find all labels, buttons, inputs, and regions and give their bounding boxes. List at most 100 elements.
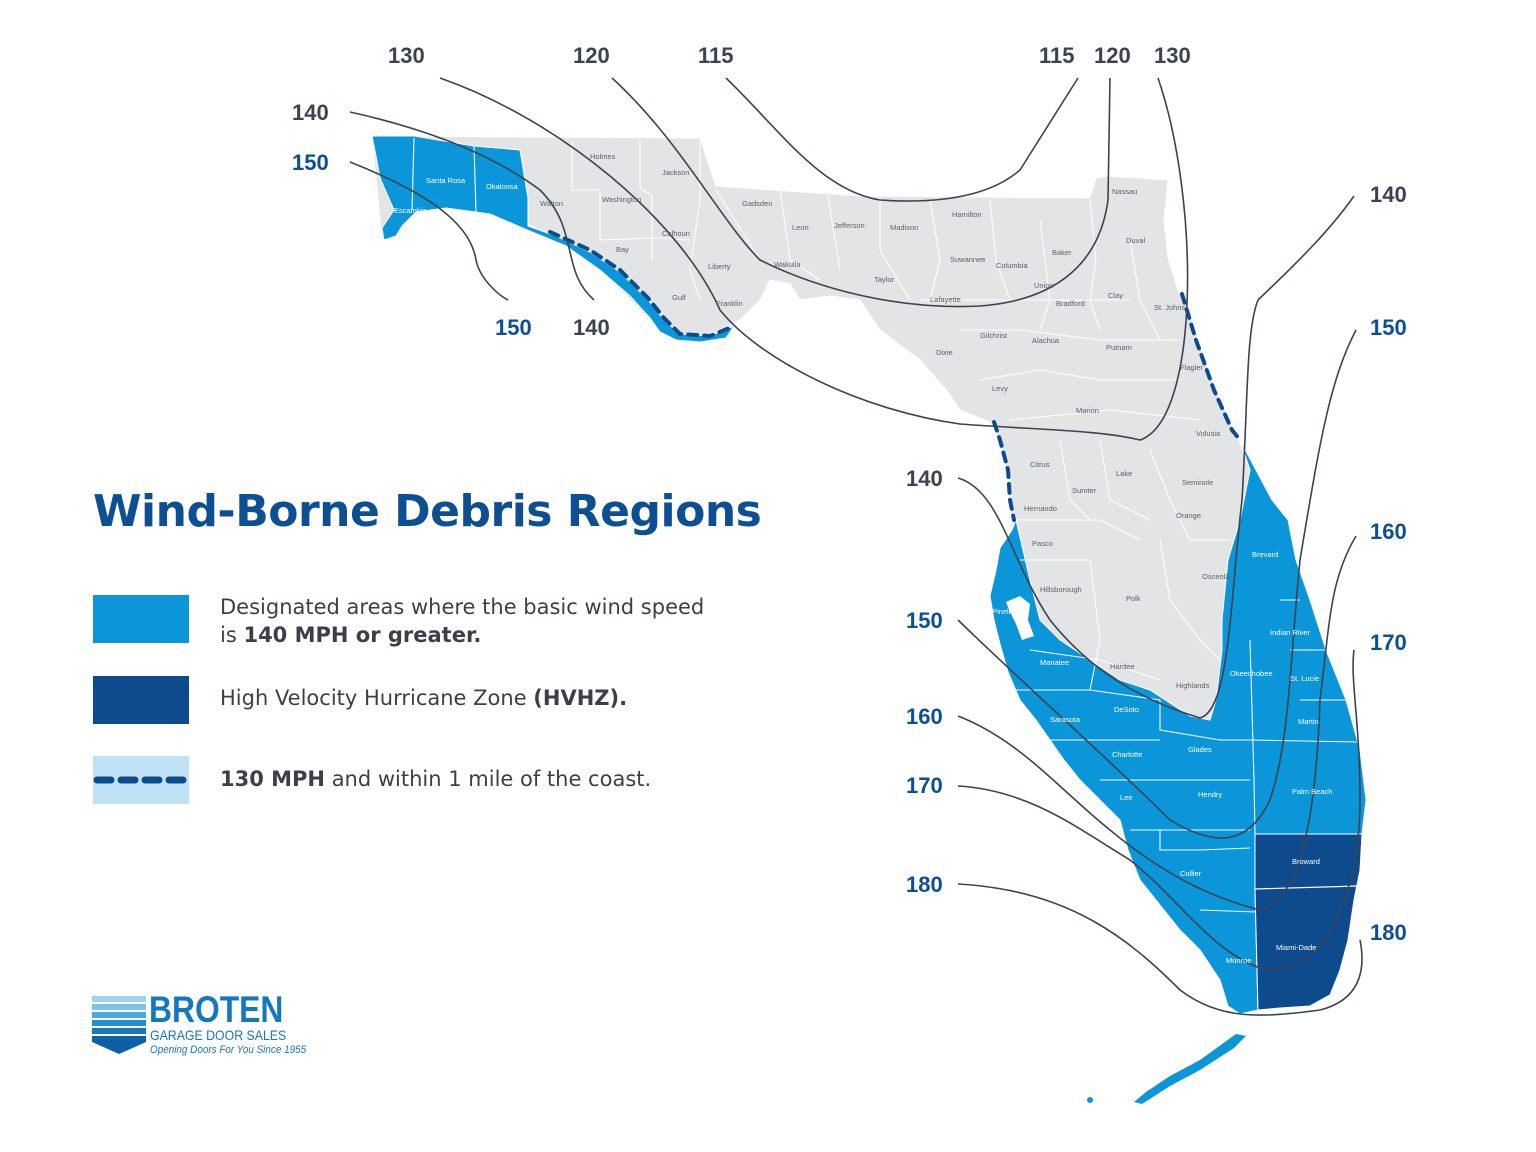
- contour-label: 150: [1370, 315, 1407, 340]
- county-label: Santa Rosa: [426, 176, 466, 185]
- legend-swatch-hvhz: [93, 676, 189, 724]
- county-label: Calhoun: [662, 229, 690, 238]
- county-label: Miami-Dade: [1276, 943, 1316, 952]
- legend-text-hvhz: High Velocity Hurricane Zone (HVHZ).: [220, 686, 628, 710]
- county-label: Sumter: [1072, 486, 1097, 495]
- county-label: Suwannee: [950, 255, 985, 264]
- contour-label: 120: [1094, 43, 1131, 68]
- logo-wordmark: BROTEN: [149, 989, 284, 1030]
- county-label: Orange: [1176, 511, 1201, 520]
- county-label: Taylor: [874, 275, 895, 284]
- contour-label: 115: [698, 43, 734, 68]
- county-label: Flagler: [1180, 363, 1203, 372]
- county-label: Jackson: [662, 168, 690, 177]
- county-label: Polk: [1126, 594, 1141, 603]
- county-label: Hernando: [1024, 504, 1057, 513]
- county-label: Volusia: [1196, 429, 1221, 438]
- county-label: Highlands: [1176, 681, 1210, 690]
- contour-label: 115: [1039, 43, 1075, 68]
- county-label: Charlotte: [1112, 750, 1142, 759]
- county-label: Lake: [1116, 469, 1132, 478]
- contour-label: 130: [388, 43, 425, 68]
- contour-label: 140: [906, 466, 943, 491]
- contour-label: 160: [906, 704, 943, 729]
- contour-label: 180: [1370, 920, 1407, 945]
- contour-label: 140: [573, 315, 610, 340]
- county-label: Liberty: [708, 262, 731, 271]
- county-label: Baker: [1052, 248, 1072, 257]
- florida-keys: [1134, 1034, 1246, 1104]
- county-label: Holmes: [590, 152, 616, 161]
- contour-label: 150: [495, 315, 532, 340]
- logo-tagline: Opening Doors For You Since 1955: [150, 1044, 307, 1056]
- county-label: Manatee: [1040, 658, 1069, 667]
- contour-labels: 130 120 115 115 120 130 140 150 150 140 …: [292, 43, 1407, 945]
- county-label: Bay: [616, 245, 629, 254]
- county-label: Osceola: [1202, 572, 1230, 581]
- county-label: Brevard: [1252, 550, 1278, 559]
- county-label: Okaloosa: [486, 182, 519, 191]
- county-label: Hendry: [1198, 790, 1222, 799]
- legend-swatch-coastal: [93, 756, 189, 804]
- county-label: Clay: [1108, 291, 1123, 300]
- county-label: Collier: [1180, 869, 1202, 878]
- county-label: Sarasota: [1050, 715, 1081, 724]
- hvhz-region: [1254, 833, 1363, 1011]
- map-title: Wind-Borne Debris Regions: [93, 486, 762, 537]
- legend-text-coastal: 130 MPH and within 1 mile of the coast.: [220, 767, 652, 791]
- county-label: Pinellas: [992, 607, 1019, 616]
- panhandle-wbdr-region: [371, 135, 736, 343]
- wind-speed-contours: [349, 77, 1363, 1016]
- county-label: Nassau: [1112, 187, 1137, 196]
- county-label: Palm Beach: [1292, 787, 1332, 796]
- county-label: Indian River: [1270, 628, 1311, 637]
- contour-label: 140: [292, 100, 329, 125]
- county-label: St. Lucie: [1290, 674, 1319, 683]
- contour-label: 150: [292, 150, 329, 175]
- peninsula-wbdr-region: [989, 439, 1367, 1015]
- logo-subtitle: GARAGE DOOR SALES: [150, 1027, 287, 1043]
- county-label: Alachua: [1032, 336, 1060, 345]
- legend-swatch-wbdr: [93, 595, 189, 643]
- garage-door-icon: [92, 996, 146, 1054]
- contour-label: 120: [573, 43, 610, 68]
- county-label: Madison: [890, 223, 918, 232]
- county-label: Gadsden: [742, 199, 772, 208]
- contour-label: 170: [906, 773, 943, 798]
- contour-label: 150: [906, 608, 943, 633]
- county-label: Gilchrist: [980, 331, 1008, 340]
- county-label: Citrus: [1030, 460, 1050, 469]
- county-label: Union: [1034, 281, 1054, 290]
- contour-label: 180: [906, 872, 943, 897]
- county-label: Escambia: [394, 206, 428, 215]
- contour-label: 170: [1370, 630, 1407, 655]
- contour-label: 160: [1370, 519, 1407, 544]
- county-label: Gulf: [672, 293, 687, 302]
- county-label: Martin: [1298, 717, 1319, 726]
- county-label: Jefferson: [834, 221, 865, 230]
- county-label: Monroe: [1226, 956, 1251, 965]
- county-label: Hardee: [1110, 662, 1135, 671]
- county-label: Duval: [1126, 236, 1146, 245]
- county-labels: Holmes Jackson Santa Rosa Okaloosa Escam…: [394, 152, 1332, 965]
- county-label: Washington: [602, 195, 641, 204]
- county-label: Levy: [992, 384, 1008, 393]
- county-label: Seminole: [1182, 478, 1213, 487]
- county-label: Walton: [540, 199, 563, 208]
- county-label: Pasco: [1032, 539, 1053, 548]
- county-label: Okeechobee: [1230, 669, 1273, 678]
- broten-logo: BROTEN GARAGE DOOR SALES Opening Doors F…: [92, 990, 306, 1056]
- county-label: DeSoto: [1114, 705, 1139, 714]
- county-label: Columbia: [996, 261, 1029, 270]
- legend-text-wbdr: Designated areas where the basic wind sp…: [220, 595, 705, 647]
- county-label: Lafayette: [930, 295, 961, 304]
- county-label: Glades: [1188, 745, 1212, 754]
- county-label: Leon: [792, 223, 809, 232]
- county-label: Dixie: [936, 348, 953, 357]
- county-label: Broward: [1292, 857, 1320, 866]
- county-label: Hillsborough: [1040, 585, 1082, 594]
- county-label: Putnam: [1106, 343, 1132, 352]
- contour-label: 140: [1370, 182, 1407, 207]
- county-label: Bradford: [1056, 299, 1085, 308]
